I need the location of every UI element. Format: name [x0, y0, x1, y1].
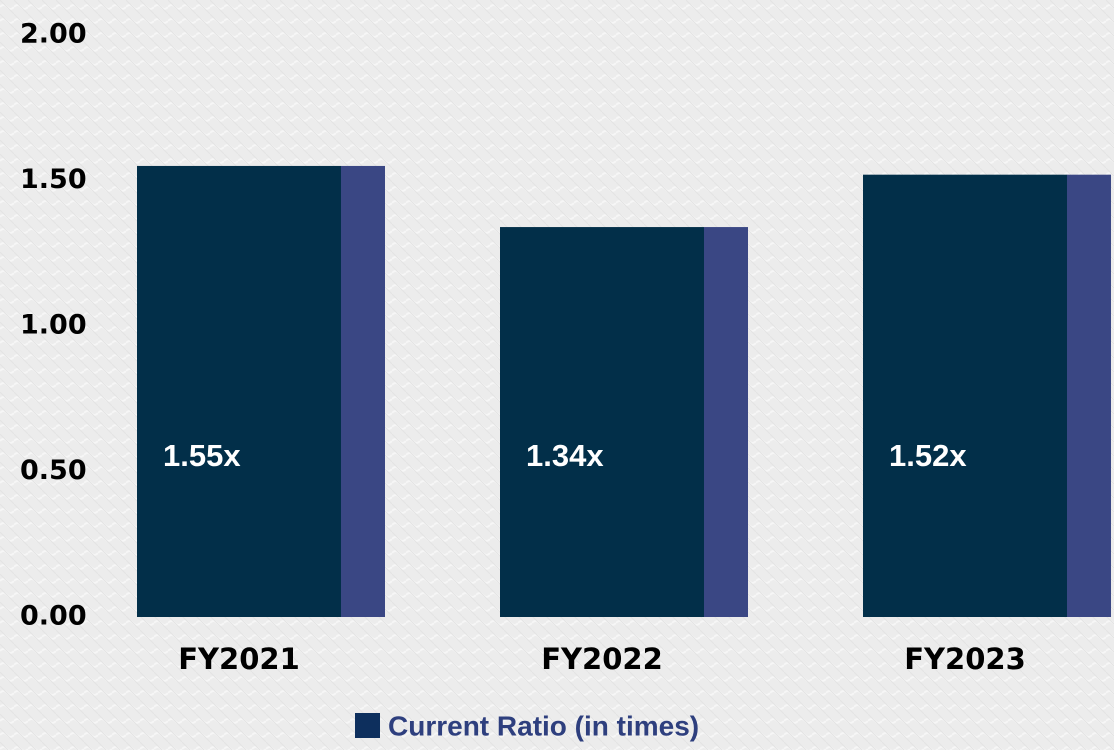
- bar-side: [704, 227, 748, 617]
- legend-label: Current Ratio (in times): [388, 710, 699, 741]
- y-tick-label: 1.50: [20, 164, 87, 195]
- value-label: 1.55x: [163, 438, 241, 473]
- bar: [863, 174, 1067, 617]
- bar: [500, 227, 704, 617]
- legend-swatch: [355, 713, 380, 738]
- x-tick-label: FY2023: [904, 642, 1026, 676]
- y-tick-label: 1.00: [20, 310, 87, 341]
- bar-side: [1067, 174, 1111, 617]
- bar: [137, 165, 341, 617]
- x-tick-label: FY2021: [178, 642, 300, 676]
- value-label: 1.52x: [889, 438, 967, 473]
- value-label: 1.34x: [526, 438, 604, 473]
- y-tick-label: 0.50: [20, 455, 87, 486]
- bar-side: [341, 165, 385, 617]
- y-tick-label: 0.00: [20, 601, 87, 632]
- y-tick-label: 2.00: [20, 19, 87, 50]
- x-tick-label: FY2022: [541, 642, 663, 676]
